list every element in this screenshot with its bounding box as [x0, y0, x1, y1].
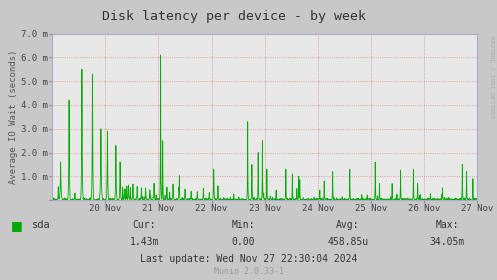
Text: RRDTOOL / TOBI OETIKER: RRDTOOL / TOBI OETIKER — [490, 36, 495, 119]
Text: Min:: Min: — [232, 220, 255, 230]
Text: 458.85u: 458.85u — [328, 237, 368, 247]
Text: sda: sda — [32, 220, 51, 230]
Text: ■: ■ — [11, 219, 23, 232]
Text: 0.00: 0.00 — [232, 237, 255, 247]
Y-axis label: Average IO Wait (seconds): Average IO Wait (seconds) — [9, 50, 18, 184]
Text: Avg:: Avg: — [336, 220, 360, 230]
Text: Last update: Wed Nov 27 22:30:04 2024: Last update: Wed Nov 27 22:30:04 2024 — [140, 254, 357, 264]
Text: 1.43m: 1.43m — [129, 237, 159, 247]
Text: Disk latency per device - by week: Disk latency per device - by week — [101, 10, 366, 23]
Text: Cur:: Cur: — [132, 220, 156, 230]
Text: 34.05m: 34.05m — [430, 237, 465, 247]
Text: Max:: Max: — [435, 220, 459, 230]
Text: Munin 2.0.33-1: Munin 2.0.33-1 — [214, 267, 283, 276]
